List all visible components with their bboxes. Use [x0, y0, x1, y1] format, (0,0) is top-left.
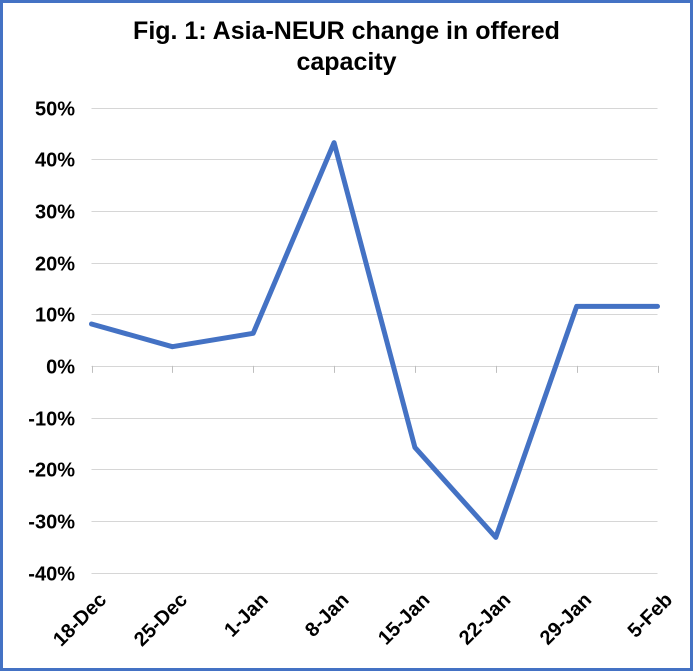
y-axis-label: 10%: [35, 305, 75, 327]
gridlines: [91, 108, 658, 574]
x-axis-label: 1-Jan: [220, 589, 273, 642]
y-axis-label: 0%: [46, 357, 75, 379]
x-axis-label: 18-Dec: [49, 589, 111, 651]
y-axis-label: -20%: [28, 460, 75, 482]
x-axis-label: 5-Feb: [624, 589, 677, 642]
x-axis-label: 22-Jan: [455, 589, 515, 649]
x-axis-label: 25-Dec: [130, 589, 192, 651]
y-axis-label: -30%: [28, 512, 75, 534]
y-axis-labels: 50% 40% 30% 20% 10% 0% -10% -20% -30% -40%: [28, 99, 75, 586]
chart-title: Fig. 1: Asia-NEUR change in offered capa…: [133, 17, 560, 76]
y-axis-label: 50%: [35, 99, 75, 121]
x-axis-ticks: [92, 365, 659, 373]
series-line: [89, 140, 660, 540]
line-chart: 50% 40% 30% 20% 10% 0% -10% -20% -30% -40% 18-Dec…: [28, 99, 677, 651]
y-axis-label: 20%: [35, 254, 75, 276]
x-axis-label: 8-Jan: [301, 589, 354, 642]
y-axis-label: 40%: [35, 150, 75, 172]
x-axis-labels: 18-Dec 25-Dec 1-Jan 8-Jan 15-Jan 22-Jan 29-Jan…: [49, 589, 677, 651]
x-axis-label: 15-Jan: [374, 589, 434, 649]
x-axis-label: 29-Jan: [536, 589, 596, 649]
y-axis-label: -10%: [28, 409, 75, 431]
y-axis-label: -40%: [28, 564, 75, 586]
y-axis-label: 30%: [35, 202, 75, 224]
